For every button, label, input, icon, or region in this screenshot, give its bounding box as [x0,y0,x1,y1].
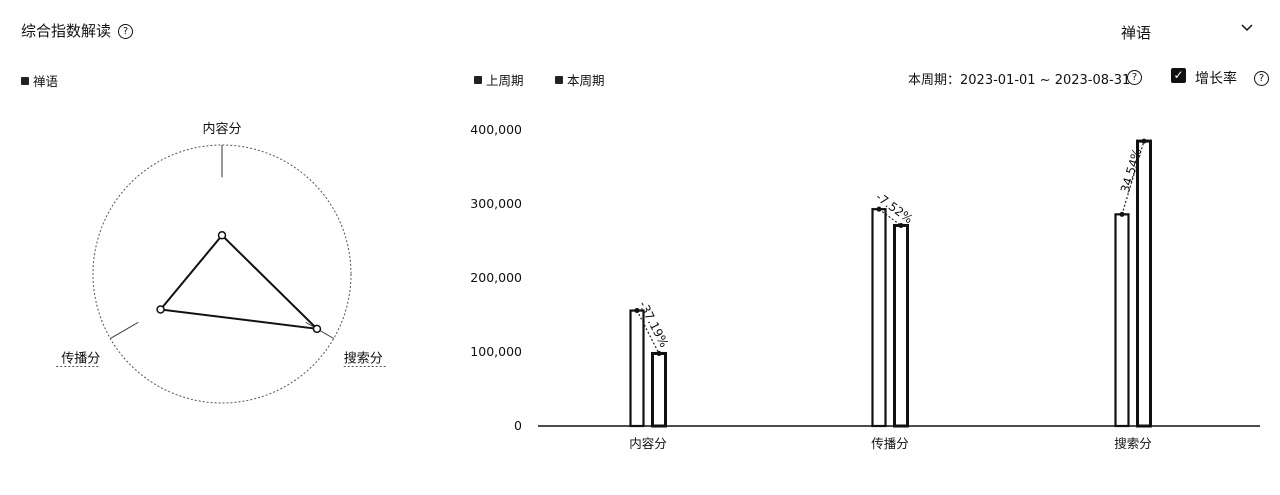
radar-axis-label: 搜索分 [344,352,383,367]
chevron-down-icon[interactable] [1240,20,1254,34]
bar-curr-period [1136,139,1152,428]
y-tick-label: 300,000 [470,196,522,211]
growth-connector-point [1141,138,1147,144]
growth-rate-checkbox[interactable]: ✓ [1171,68,1186,83]
growth-connector [636,310,660,354]
radar-point [217,231,227,240]
y-tick-label: 100,000 [470,344,522,359]
brand-select[interactable]: 禅语 [1121,24,1152,42]
legend-swatch [474,75,482,84]
bar-prev-period [871,208,887,428]
page-title: 综合指数解读 [21,22,112,40]
legend-item-prev-period[interactable]: 上周期 [474,70,524,89]
growth-connector-point [876,206,882,212]
bar-chart: 0100,000200,000300,000400,000内容分-37.19%传… [470,122,1260,451]
radar-axis-label: 内容分 [202,121,241,137]
y-tick-label: 400,000 [470,122,522,137]
growth-connector [878,208,902,226]
radar-axis-label: 传播分 [61,352,100,367]
question-circle-icon[interactable]: ? [1127,70,1142,85]
x-tick-label: 传播分 [871,436,909,451]
y-tick-label: 0 [514,418,522,433]
x-tick-label: 内容分 [629,436,667,451]
question-circle-icon[interactable]: ? [118,24,133,39]
growth-connector [1121,140,1145,215]
growth-connector-point [898,222,904,228]
legend-label-curr: 本周期 [567,73,605,88]
radar-legend-item[interactable]: 禅语 [21,71,58,90]
growth-rate-label: 增长率 [1195,71,1237,87]
radar-outer-ring [92,144,352,404]
legend-swatch [21,76,29,85]
legend-swatch [555,75,563,84]
bar-prev-period [1114,213,1130,428]
bar-curr-period [651,351,667,428]
radar-series-shape [158,233,320,331]
radar-axis-line [110,321,139,339]
x-tick-label: 搜索分 [1114,436,1152,451]
legend-label-prev: 上周期 [486,73,524,88]
growth-connector-point [656,350,662,356]
question-circle-icon[interactable]: ? [1254,71,1269,86]
radar-point [312,324,322,334]
growth-connector-point [634,308,640,314]
growth-connector-point [1119,211,1125,217]
period-label: 本周期：2023-01-01 ~ 2023-08-31 [908,73,1131,88]
radar-legend-label: 禅语 [33,74,59,89]
radar-point [156,305,165,314]
bar-prev-period [629,309,645,428]
legend-item-curr-period[interactable]: 本周期 [555,70,605,89]
y-tick-label: 200,000 [470,270,522,285]
bar-curr-period [893,223,909,428]
